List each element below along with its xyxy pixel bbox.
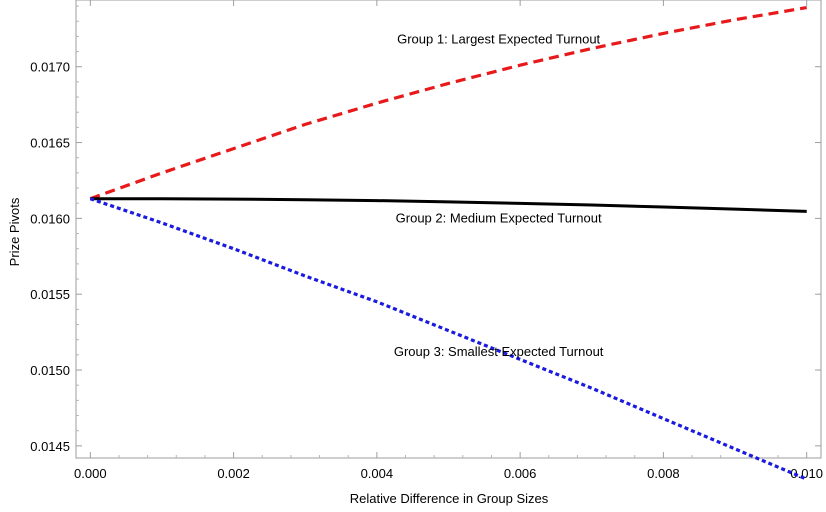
series-layer: [89, 6, 808, 481]
x-tick-label: 0.002: [217, 466, 250, 481]
y-tick-label: 0.0155: [30, 287, 70, 302]
y-axis-title: Prize Pivots: [7, 197, 22, 266]
x-axis-title: Relative Difference in Group Sizes: [350, 491, 549, 506]
x-tick-label: 0.004: [361, 466, 394, 481]
axis-ticks: 0.000 0.002 0.004 0.006 0.008 0.010 0.0145 0.01…: [30, 0, 823, 481]
annotations: Group 1: Largest Expected Turnout Group 2…: [394, 31, 604, 358]
x-tick-label: 0.008: [647, 466, 680, 481]
y-tick-label: 0.0160: [30, 211, 70, 226]
plot-frame: [75, 0, 822, 459]
annotation-group-3: Group 3: Smallest Expected Turnout: [394, 344, 604, 359]
y-tick-label: 0.0165: [30, 136, 70, 151]
annotation-group-1: Group 1: Largest Expected Turnout: [397, 31, 600, 46]
series-line-group-2: [90, 197, 807, 213]
x-tick-label: 0.006: [504, 466, 537, 481]
series-line-group-1: [89, 6, 807, 201]
x-tick-label: 0.010: [790, 466, 823, 481]
series-line-group-3: [89, 197, 808, 481]
y-tick-label: 0.0150: [30, 363, 70, 378]
x-tick-label: 0.000: [74, 466, 107, 481]
annotation-group-2: Group 2: Medium Expected Turnout: [396, 210, 602, 225]
y-tick-label: 0.0170: [30, 60, 70, 75]
y-tick-label: 0.0145: [30, 439, 70, 454]
